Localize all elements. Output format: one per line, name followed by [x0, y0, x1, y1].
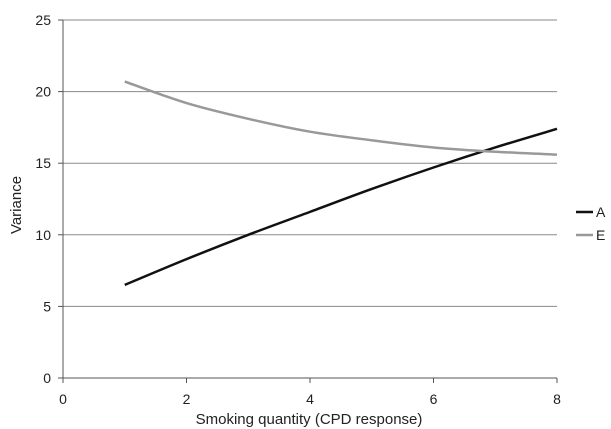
y-tick-label: 20 [35, 84, 51, 100]
axes [58, 19, 558, 383]
legend: AE [576, 204, 606, 243]
x-tick-label: 2 [183, 391, 191, 407]
x-tick-labels: 0 2 4 6 8 [59, 391, 561, 407]
series-line-a [124, 127, 558, 287]
y-tick-label: 5 [43, 298, 51, 314]
legend-label-a: A [596, 204, 606, 220]
series-line-e [124, 80, 558, 156]
x-tick-label: 0 [59, 391, 67, 407]
y-tick-label: 15 [35, 155, 51, 171]
y-tick-label: 0 [43, 370, 51, 386]
x-tick-label: 6 [430, 391, 438, 407]
y-tick-labels: 0 5 10 15 20 25 [35, 12, 51, 386]
y-tick-label: 25 [35, 12, 51, 28]
y-axis-title: Variance [8, 176, 25, 234]
x-tick-label: 8 [553, 391, 561, 407]
legend-label-e: E [596, 227, 605, 243]
gridlines [63, 19, 557, 307]
series-lines [124, 80, 558, 287]
x-tick-label: 4 [306, 391, 314, 407]
y-tick-label: 10 [35, 227, 51, 243]
x-axis-title: Smoking quantity (CPD response) [196, 411, 423, 428]
